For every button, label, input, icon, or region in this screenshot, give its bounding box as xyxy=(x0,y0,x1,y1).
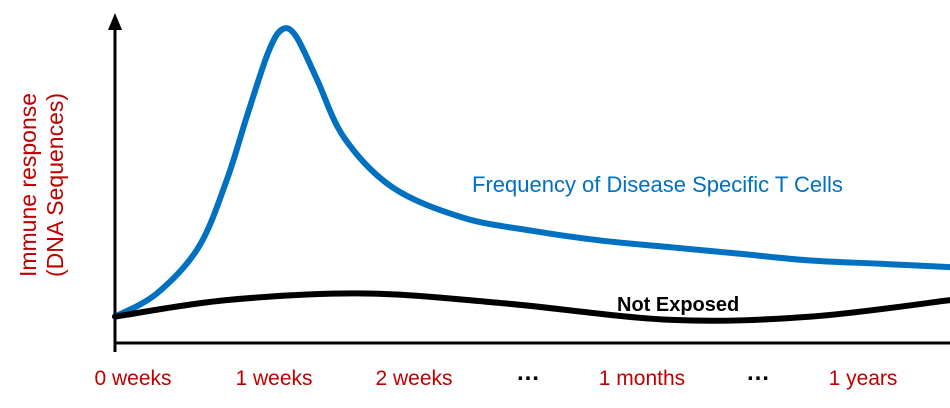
y-axis-label-line-1: Immune response xyxy=(15,93,41,277)
x-tick-label: 1 years xyxy=(829,367,898,390)
x-tick-label: 1 months xyxy=(599,367,685,390)
y-axis-label: Immune response (DNA Sequences) xyxy=(15,93,68,277)
y-axis-arrowhead xyxy=(108,13,122,30)
t-cell-frequency-label: Frequency of Disease Specific T Cells xyxy=(472,172,843,197)
x-tick-label: 2 weeks xyxy=(375,367,452,390)
y-axis-label-line-2: (DNA Sequences) xyxy=(42,93,68,277)
t-cell-frequency-curve xyxy=(112,25,950,320)
x-axis-ellipsis: … xyxy=(746,359,770,386)
not-exposed-label: Not Exposed xyxy=(617,294,739,316)
x-tick-label: 0 weeks xyxy=(94,367,171,390)
not-exposed-curve xyxy=(112,290,950,324)
x-axis-ellipsis: … xyxy=(516,359,540,386)
x-tick-label: 1 weeks xyxy=(235,367,312,390)
